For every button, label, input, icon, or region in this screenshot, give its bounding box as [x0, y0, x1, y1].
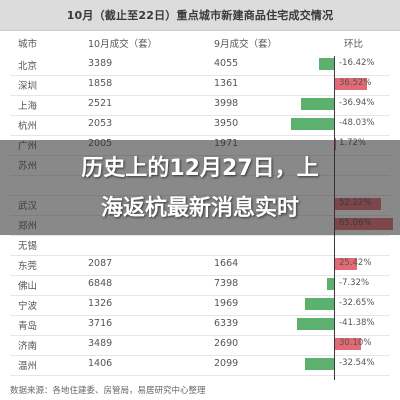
cell-sep: 3950 — [214, 118, 239, 129]
cell-sep: 2099 — [214, 358, 239, 369]
table-title-bar: 10月（截止至22日）重点城市新建商品住宅成交情况 — [0, 0, 400, 31]
header-oct: 10月成交（套） — [88, 39, 158, 50]
cell-oct: 2087 — [88, 258, 113, 269]
row-divider — [10, 115, 390, 116]
cell-sep: 4055 — [214, 58, 239, 69]
cell-sep: 7398 — [214, 278, 239, 289]
cell-change: -41.38% — [339, 318, 375, 328]
row-divider — [10, 315, 390, 316]
change-bar — [304, 358, 334, 370]
table-row: 无锡 — [0, 236, 400, 256]
cell-oct: 1858 — [88, 78, 113, 89]
cell-city: 青岛 — [18, 321, 38, 332]
headline-line-1: 历史上的12月27日，上 — [81, 156, 319, 181]
cell-city: 无锡 — [18, 241, 38, 252]
change-bar — [334, 338, 362, 350]
cell-oct: 1406 — [88, 358, 113, 369]
table-row: 济南 3489 2690 30.10% — [0, 336, 400, 356]
cell-city: 北京 — [18, 61, 38, 72]
cell-oct: 3389 — [88, 58, 113, 69]
table-row: 上海 2521 3998 -36.94% — [0, 96, 400, 116]
cell-change: 30.10% — [339, 338, 372, 348]
cell-change: -32.54% — [339, 358, 375, 368]
cell-oct: 3489 — [88, 338, 113, 349]
headline-overlay: 历史上的12月27日，上 海返杭最新消息实时 — [0, 140, 400, 235]
cell-change: -36.94% — [339, 98, 375, 108]
change-bar — [319, 58, 334, 70]
cell-city: 东莞 — [18, 261, 38, 272]
cell-city: 宁波 — [18, 301, 38, 312]
cell-change: -32.65% — [339, 298, 375, 308]
table-row: 青岛 3716 6339 -41.38% — [0, 316, 400, 336]
change-bar — [334, 78, 367, 90]
table-row: 深圳 1858 1361 36.52% — [0, 76, 400, 96]
table-row: 温州 1406 2099 -32.54% — [0, 356, 400, 376]
change-bar — [327, 278, 334, 290]
row-divider — [10, 335, 390, 336]
row-divider — [10, 135, 390, 136]
row-divider — [10, 295, 390, 296]
table-row: 宁波 1326 1969 -32.65% — [0, 296, 400, 316]
cell-sep: 3998 — [214, 98, 239, 109]
cell-sep: 6339 — [214, 318, 239, 329]
cell-city: 佛山 — [18, 281, 38, 292]
cell-city: 济南 — [18, 341, 38, 352]
table-row: 东莞 2087 1664 25.42% — [0, 256, 400, 276]
cell-change: 25.42% — [339, 258, 372, 268]
cell-city: 上海 — [18, 101, 38, 112]
cell-oct: 1326 — [88, 298, 113, 309]
row-divider — [10, 355, 390, 356]
change-bar — [296, 318, 334, 330]
cell-oct: 2521 — [88, 98, 113, 109]
row-divider — [10, 75, 390, 76]
cell-oct: 2053 — [88, 118, 113, 129]
header-change: 环比 — [344, 39, 364, 50]
headline-line-2: 海返杭最新消息实时 — [100, 196, 299, 221]
cell-change: -16.42% — [339, 58, 375, 68]
cell-sep: 2690 — [214, 338, 239, 349]
change-bar — [290, 118, 334, 130]
row-divider — [10, 95, 390, 96]
cell-city: 深圳 — [18, 81, 38, 92]
row-divider — [10, 275, 390, 276]
cell-change: -7.32% — [339, 278, 370, 288]
table-title: 10月（截止至22日）重点城市新建商品住宅成交情况 — [66, 9, 334, 22]
change-bar — [300, 98, 334, 110]
table-header: 城市 10月成交（套） 9月成交（套） 环比 — [0, 36, 400, 52]
source-note: 数据来源：各地住建委、房管局，易居研究中心整理 — [10, 386, 206, 396]
table-row: 北京 3389 4055 -16.42% — [0, 56, 400, 76]
change-bar — [304, 298, 334, 310]
table-row: 佛山 6848 7398 -7.32% — [0, 276, 400, 296]
change-bar — [334, 258, 357, 270]
cell-sep: 1664 — [214, 258, 239, 269]
row-divider — [10, 235, 390, 236]
cell-change: -48.03% — [339, 118, 375, 128]
cell-oct: 3716 — [88, 318, 113, 329]
table-row: 杭州 2053 3950 -48.03% — [0, 116, 400, 136]
row-divider — [10, 375, 390, 376]
cell-sep: 1361 — [214, 78, 239, 89]
header-sep: 9月成交（套） — [214, 39, 278, 50]
cell-city: 温州 — [18, 361, 38, 372]
cell-oct: 6848 — [88, 278, 113, 289]
header-city: 城市 — [18, 39, 38, 50]
cell-sep: 1969 — [214, 298, 239, 309]
cell-city: 杭州 — [18, 121, 38, 132]
row-divider — [10, 255, 390, 256]
cell-change: 36.52% — [339, 78, 372, 88]
